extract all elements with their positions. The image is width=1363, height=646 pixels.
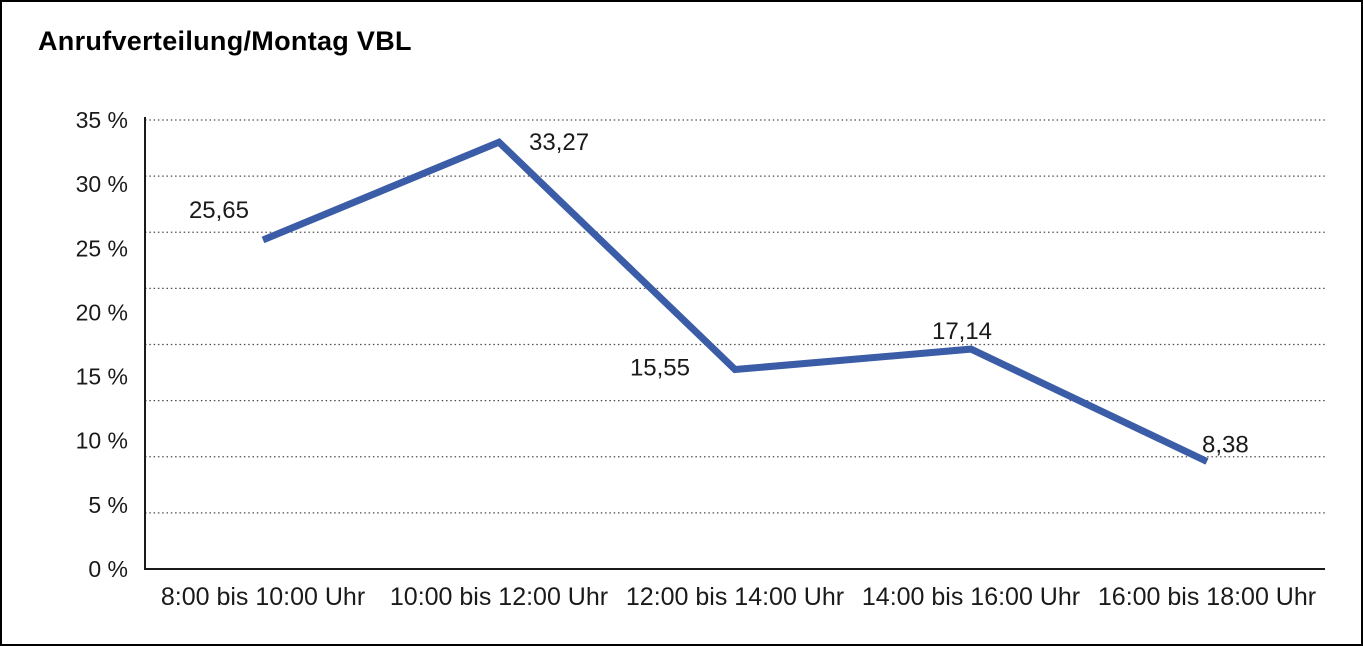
y-axis-tick-label: 35 % [76, 107, 128, 133]
y-axis-tick-label: 20 % [76, 299, 128, 325]
y-axis-tick-label: 5 % [88, 492, 128, 518]
y-axis-tick-label: 30 % [76, 171, 128, 197]
y-axis-tick-label: 10 % [76, 428, 128, 454]
x-axis-category-label: 16:00 bis 18:00 Uhr [1098, 583, 1316, 611]
x-axis-category-label: 8:00 bis 10:00 Uhr [161, 583, 365, 611]
series-line [261, 138, 1209, 465]
x-axis-category-label: 10:00 bis 12:00 Uhr [390, 583, 608, 611]
data-point-label: 8,38 [1202, 431, 1249, 458]
data-point-label: 15,55 [630, 355, 690, 382]
y-axis-tick-label: 0 % [88, 556, 128, 582]
y-axis-tick-label: 15 % [76, 364, 128, 390]
chart-title: Anrufverteilung/Montag VBL [38, 26, 412, 56]
y-axis-tick-label: 25 % [76, 235, 128, 261]
x-axis-category-label: 14:00 bis 16:00 Uhr [862, 583, 1080, 611]
data-point-label: 25,65 [189, 197, 249, 224]
data-point-label: 17,14 [932, 318, 992, 345]
data-point-label: 33,27 [529, 129, 589, 156]
x-axis-category-label: 12:00 bis 14:00 Uhr [626, 583, 844, 611]
